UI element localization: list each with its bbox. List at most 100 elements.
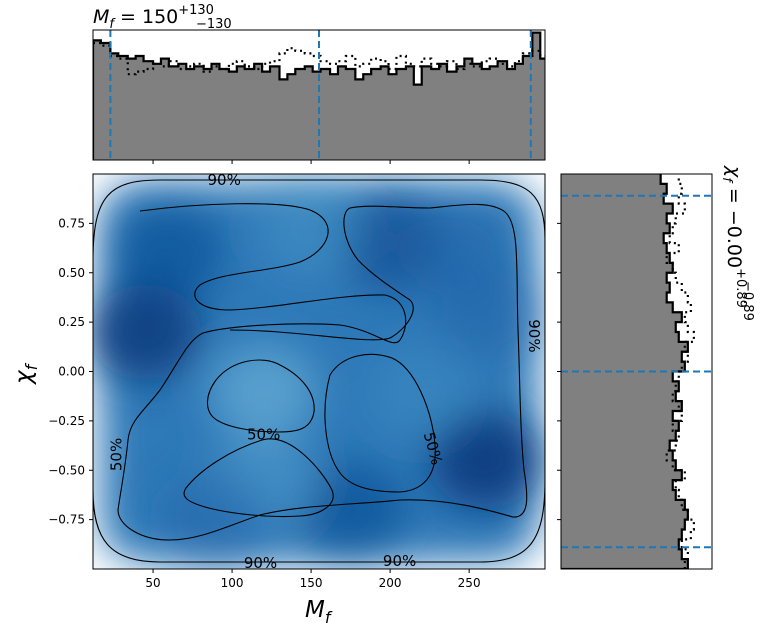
contour-50-island-bottom	[183, 438, 334, 518]
contour-label: 50%	[247, 426, 280, 444]
top-bar	[254, 63, 263, 160]
top-bar	[143, 61, 154, 160]
svg-text:0.00: 0.00	[58, 365, 85, 379]
contour-50-island-right	[324, 353, 436, 493]
right-bar	[561, 282, 670, 293]
right-bar	[561, 272, 667, 284]
top-bar	[93, 40, 102, 160]
right-bar	[561, 411, 673, 422]
density-blob	[398, 205, 509, 301]
top-marginal-panel: Mf = 150+130 −130	[92, 3, 546, 164]
right-bar	[561, 174, 661, 185]
x-axis-label: Mf	[305, 597, 333, 627]
top-title: Mf = 150+130	[93, 3, 214, 32]
top-histogram-outline	[93, 31, 545, 160]
right-bar	[561, 213, 667, 224]
right-bar	[561, 312, 682, 323]
joint-panel: 90%50%50% 50%90%90% 90% 50 100 150 200 250 0.7…	[11, 171, 546, 627]
right-bar	[561, 460, 676, 471]
top-bar	[481, 69, 491, 160]
top-bar	[110, 53, 119, 160]
top-bar	[345, 69, 356, 160]
right-y-ticks	[557, 222, 561, 521]
svg-text:250: 250	[458, 576, 481, 590]
top-bar	[380, 66, 390, 160]
right-bar	[561, 430, 676, 442]
right-bar	[561, 539, 679, 550]
y-axis-label: χf	[11, 362, 41, 386]
top-bar	[472, 63, 483, 160]
right-bar	[561, 559, 688, 569]
top-bar	[219, 69, 230, 160]
x-tick: 50	[145, 569, 161, 590]
svg-text:−0.25: −0.25	[48, 414, 85, 428]
top-bar	[118, 56, 129, 160]
top-bar	[135, 56, 145, 160]
right-bar	[561, 341, 688, 353]
right-quantile-lines	[561, 194, 712, 549]
x-tick: 250	[458, 569, 481, 590]
svg-text:−0.75: −0.75	[48, 513, 85, 527]
top-bar	[522, 56, 533, 160]
density-blobs	[93, 181, 540, 568]
right-bar	[561, 480, 673, 491]
y-tick: −0.25	[48, 414, 93, 428]
top-bar	[355, 79, 364, 160]
top-bar	[447, 71, 457, 160]
svg-text:90%: 90%	[383, 552, 416, 570]
joint-y-ticks: 0.75 0.50 0.25 0.00 −0.25 −0.50 −0.75	[48, 216, 93, 527]
right-marginal-panel: χf = −0.00+0.89 −0.89	[557, 165, 755, 570]
right-bar	[561, 253, 670, 264]
joint-x-ticks: 50 100 150 200 250	[145, 569, 481, 590]
contour-label: 90%	[208, 171, 241, 189]
top-bar	[507, 69, 516, 160]
right-bar	[561, 470, 682, 481]
right-title-lower: −0.89	[740, 281, 755, 321]
top-bar	[279, 79, 288, 160]
right-bar	[561, 529, 682, 540]
top-bar	[168, 66, 179, 160]
top-bar	[540, 58, 545, 160]
right-bar	[561, 450, 673, 461]
right-bar	[561, 203, 673, 214]
svg-text:100: 100	[221, 576, 244, 590]
top-bar	[304, 66, 314, 160]
top-axes-frame	[92, 29, 546, 161]
top-bar	[456, 66, 465, 160]
svg-text:90%: 90%	[244, 554, 277, 572]
right-bar	[561, 391, 676, 402]
right-bar	[561, 519, 685, 530]
y-tick: −0.75	[48, 513, 93, 527]
density-blob	[429, 412, 540, 509]
right-bar	[561, 371, 673, 382]
top-bar	[203, 69, 213, 160]
svg-text:50%: 50%	[108, 438, 126, 471]
svg-text:150: 150	[300, 576, 323, 590]
contour-label: 90%	[383, 552, 416, 570]
top-title-lower: −130	[196, 17, 232, 32]
top-bar	[100, 43, 111, 160]
top-bar	[363, 74, 372, 160]
right-bar	[561, 440, 670, 451]
top-bar	[388, 74, 397, 160]
right-bar	[561, 490, 676, 501]
svg-text:50: 50	[145, 576, 160, 590]
top-bar	[236, 66, 246, 160]
right-histogram-bars	[561, 174, 688, 569]
x-tick: 100	[221, 569, 244, 590]
top-bar	[330, 74, 339, 160]
y-tick: −0.50	[48, 463, 93, 477]
top-bar	[431, 69, 440, 160]
right-bar	[561, 401, 682, 412]
right-bar	[561, 183, 667, 195]
svg-text:50%: 50%	[247, 426, 280, 444]
density-blob	[366, 343, 477, 440]
right-bar	[561, 499, 685, 511]
top-bar	[194, 66, 205, 160]
svg-text:0.75: 0.75	[58, 216, 85, 230]
y-tick: 0.00	[58, 365, 93, 379]
right-bar	[561, 302, 673, 313]
top-bar	[464, 58, 473, 160]
top-bar	[228, 71, 238, 160]
x-tick: 200	[379, 569, 402, 590]
